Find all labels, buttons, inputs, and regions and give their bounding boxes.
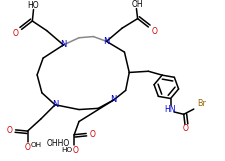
Text: HO: HO xyxy=(27,1,39,10)
Text: OH: OH xyxy=(30,142,41,148)
Text: N: N xyxy=(52,100,58,109)
Text: O: O xyxy=(89,130,95,139)
Text: OH: OH xyxy=(131,0,143,9)
Text: N: N xyxy=(110,95,117,104)
Text: HO: HO xyxy=(61,147,73,152)
Text: OHHO: OHHO xyxy=(47,139,70,148)
Text: O: O xyxy=(72,147,78,156)
Text: O: O xyxy=(183,124,189,133)
Text: Br: Br xyxy=(197,99,206,108)
Text: O: O xyxy=(152,27,158,36)
Text: HN: HN xyxy=(164,105,176,114)
Text: N: N xyxy=(103,37,110,46)
Text: O: O xyxy=(25,143,30,152)
Text: O: O xyxy=(12,29,18,38)
Text: N: N xyxy=(60,40,67,49)
Text: O: O xyxy=(7,126,13,135)
